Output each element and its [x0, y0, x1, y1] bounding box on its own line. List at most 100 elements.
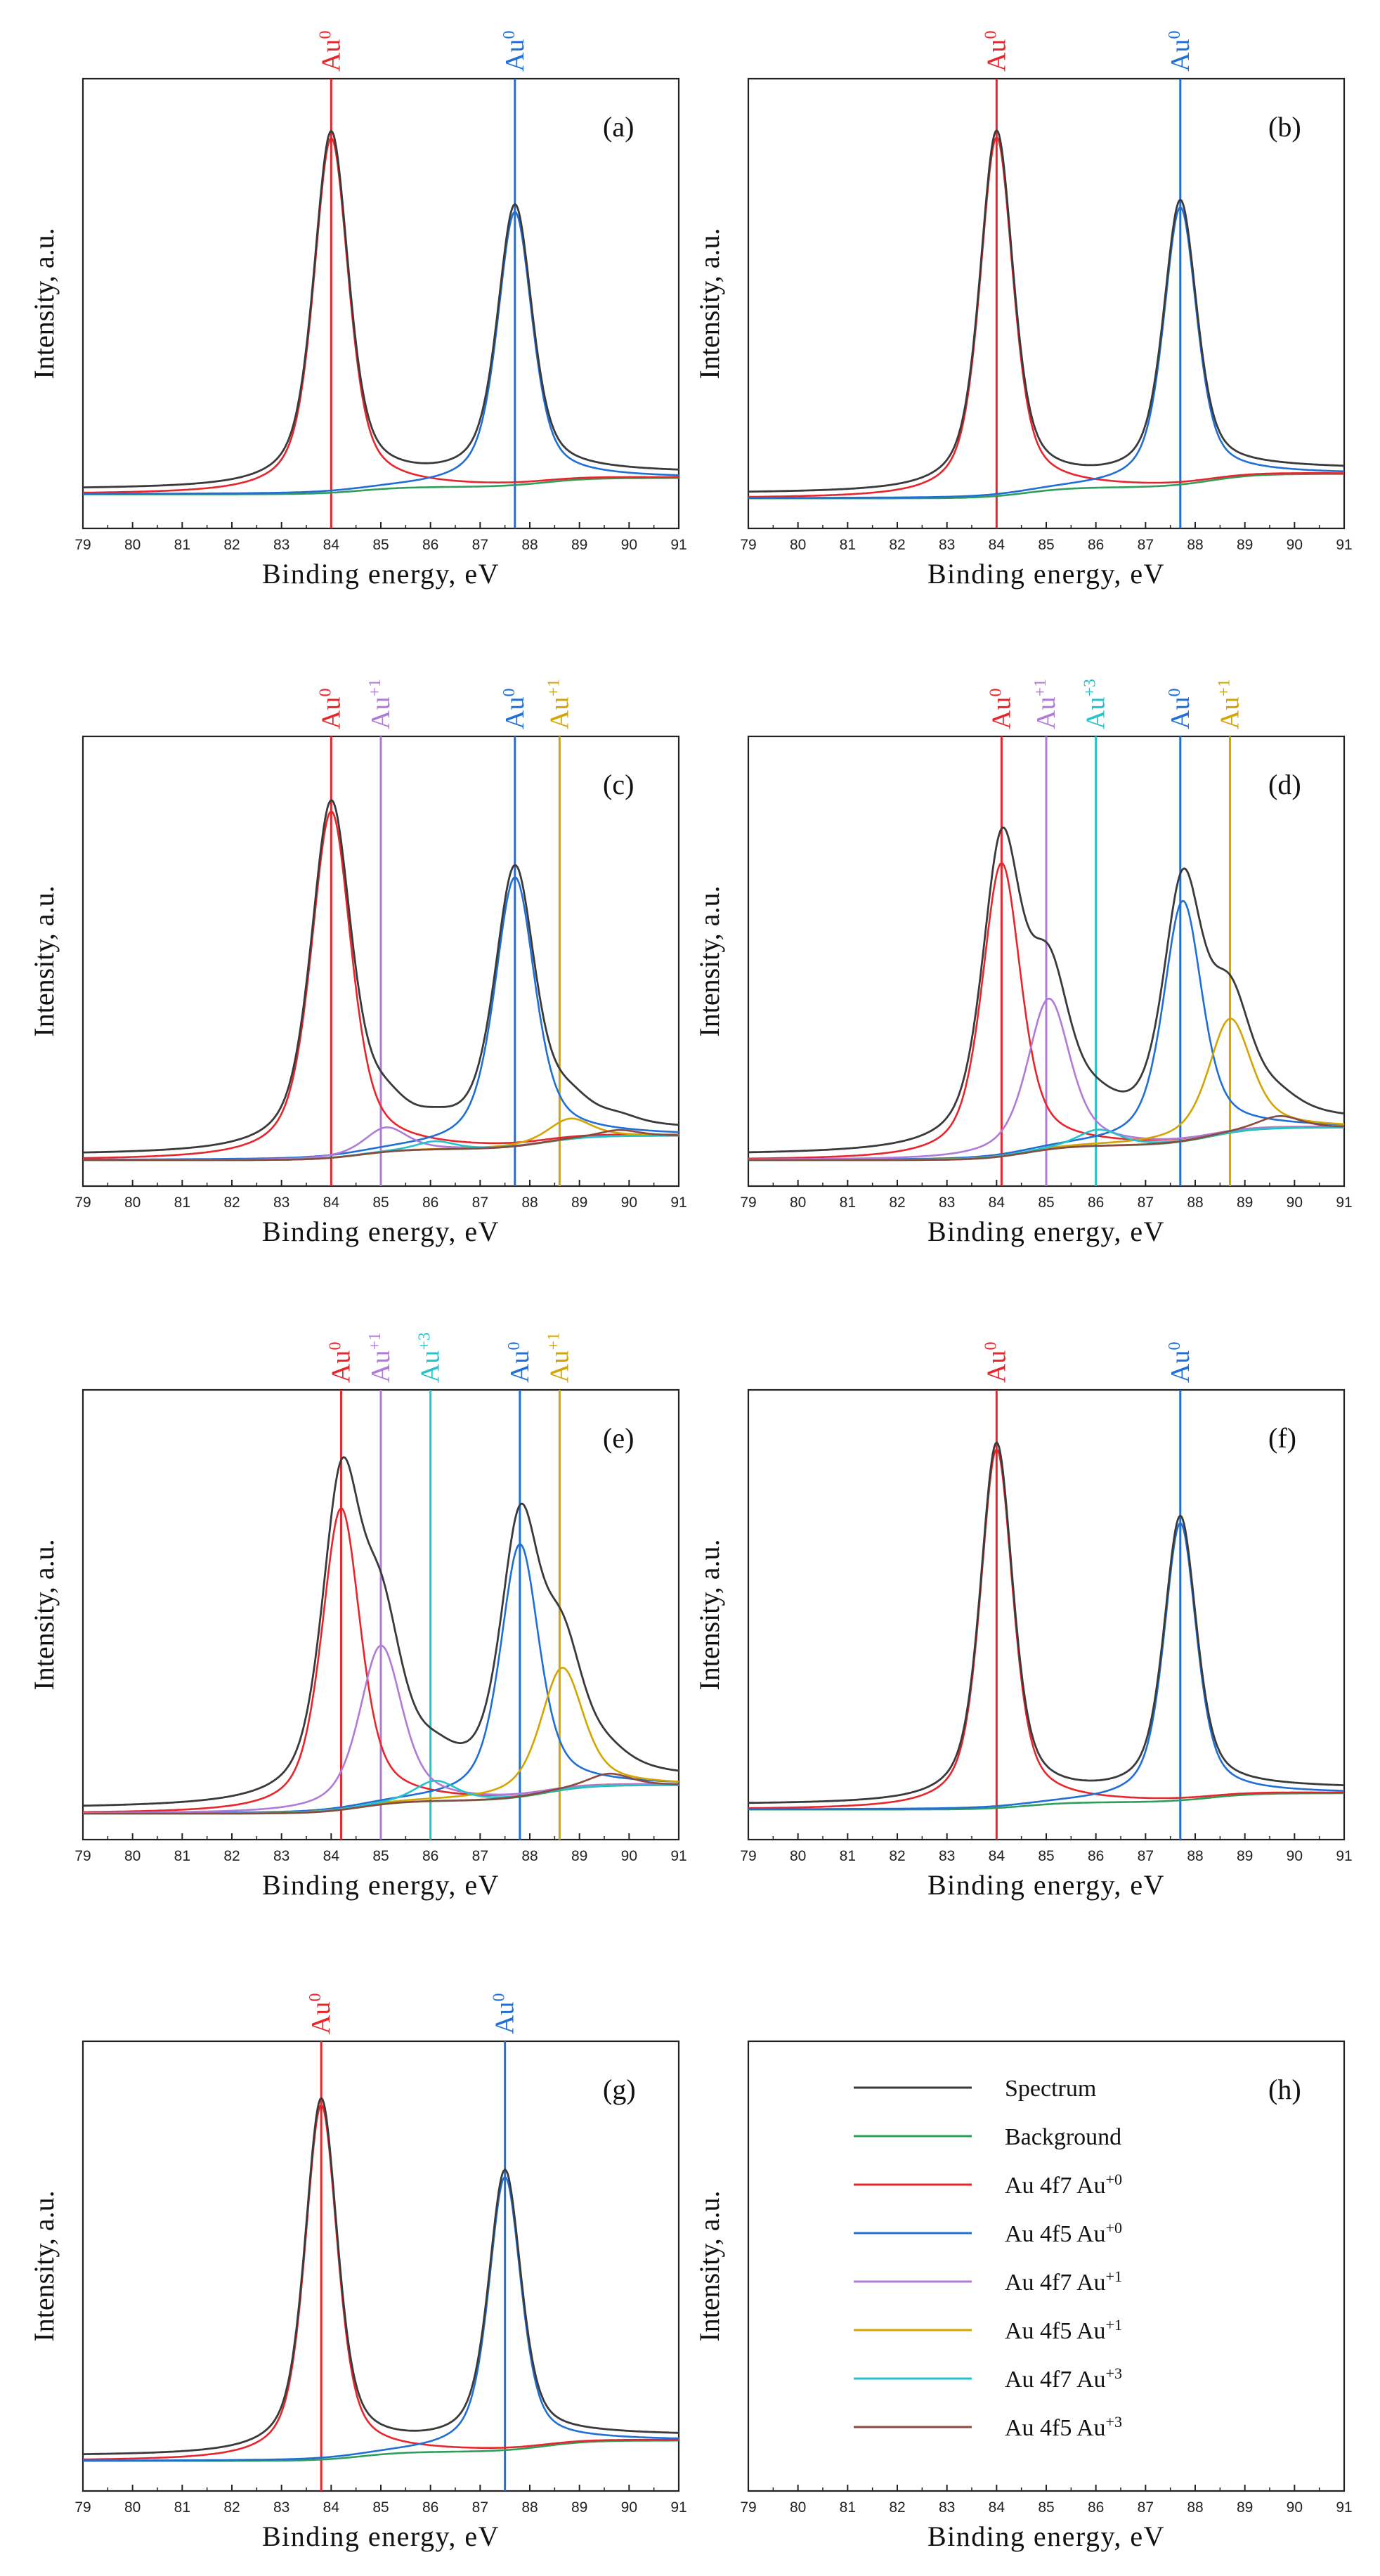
marker-label: Au0: [500, 31, 530, 72]
marker-label: Au0: [490, 1993, 520, 2034]
peak-au-4f5-aup0: [83, 211, 679, 495]
y-axis-label: Intensity, a.u.: [694, 2190, 725, 2341]
x-tick-label: 79: [740, 2499, 756, 2516]
marker-label: Au+3: [1081, 679, 1111, 729]
x-tick-label: 87: [1138, 1848, 1154, 1864]
panel-b: 79 80 81 82 83 84 85 86 87 88 89 90 91 Binding energy…: [694, 31, 1353, 590]
x-tick-label: 90: [1287, 2499, 1303, 2516]
peak-au-4f5-aup3: [83, 1128, 679, 1162]
peak-au-4f5-aup3: [748, 1115, 1345, 1162]
plot-frame-f: [747, 1388, 1346, 1841]
marker-label: Au0: [982, 31, 1011, 72]
x-tick-label: 91: [1336, 1195, 1352, 1211]
x-tick-label: 84: [323, 537, 340, 553]
x-tick-label: 88: [521, 1195, 538, 1211]
x-axis-label: Binding energy, eV: [927, 558, 1165, 590]
panel-d: 79 80 81 82 83 84 85 86 87 88 89 90 91 Binding energy…: [694, 679, 1353, 1247]
x-tick-label: 88: [1187, 1195, 1203, 1211]
legend-label: Au 4f7 Au+3: [1005, 2364, 1122, 2393]
x-tick-label: 81: [840, 2499, 856, 2516]
spectrum-curve: [82, 1456, 679, 1807]
x-tick-label: 82: [223, 1848, 240, 1864]
spectrum-curve: [83, 2097, 679, 2456]
marker-label: Au0: [316, 31, 346, 72]
x-tick-label: 80: [790, 2499, 806, 2516]
x-tick-label: 81: [174, 2499, 190, 2516]
x-tick-label: 88: [521, 537, 538, 553]
x-tick-label: 83: [939, 1195, 955, 1211]
x-tick-label: 82: [889, 1848, 905, 1864]
y-axis-label: Intensity, a.u.: [28, 2190, 60, 2341]
x-tick-label: 86: [1088, 1195, 1104, 1211]
x-tick-label: 82: [223, 537, 240, 553]
y-axis-label: Intensity, a.u.: [28, 228, 60, 379]
x-tick-label: 85: [372, 537, 389, 553]
peak-au-4f7-aup0: [748, 1448, 1344, 1809]
x-tick-label: 84: [989, 2499, 1005, 2516]
x-tick-label: 85: [372, 1195, 389, 1211]
x-tick-label: 84: [989, 537, 1005, 553]
legend-label: Au 4f7 Au+0: [1005, 2171, 1122, 2199]
peak-au-4f7-aup0: [748, 136, 1344, 498]
spectrum-curve: [83, 129, 679, 488]
x-axis-label: Binding energy, eV: [262, 1216, 500, 1247]
peak-au-4f7-aup1: [83, 1644, 679, 1814]
y-axis-label: Intensity, a.u.: [694, 885, 725, 1036]
peak-au-4f5-aup0: [748, 1522, 1345, 1810]
x-tick-label: 89: [571, 537, 587, 553]
x-tick-label: 80: [790, 1848, 806, 1864]
x-tick-label: 90: [621, 537, 637, 553]
panel-label: (a): [603, 111, 634, 143]
panel-label: (d): [1268, 769, 1301, 800]
x-tick-label: 79: [740, 1848, 756, 1864]
x-tick-label: 86: [422, 537, 438, 553]
x-tick-label: 81: [840, 1195, 856, 1211]
x-tick-label: 88: [521, 2499, 538, 2516]
x-tick-label: 80: [790, 537, 806, 553]
x-tick-label: 90: [1287, 1848, 1303, 1864]
marker-label: Au0: [505, 1342, 535, 1383]
x-tick-label: 89: [571, 1848, 587, 1864]
y-axis-label: Intensity, a.u.: [28, 1539, 60, 1690]
x-tick-label: 79: [740, 1195, 756, 1211]
x-tick-label: 80: [790, 1195, 806, 1211]
x-tick-label: 83: [939, 2499, 955, 2516]
panel-label: (b): [1268, 111, 1301, 143]
x-tick-label: 85: [1038, 537, 1054, 553]
x-tick-label: 86: [422, 2499, 438, 2516]
x-tick-label: 85: [1038, 1195, 1054, 1211]
panel-a: 79 80 81 82 83 84 85 86 87 88 89 90 91 Binding energy…: [28, 31, 687, 590]
peak-au-4f7-aup0: [83, 2103, 679, 2461]
x-tick-label: 89: [1237, 1848, 1253, 1864]
x-tick-label: 90: [621, 1195, 637, 1211]
legend-label: Background: [1005, 2124, 1121, 2150]
x-tick-label: 86: [1088, 2499, 1104, 2516]
x-tick-label: 86: [1088, 1848, 1104, 1864]
legend-label: Au 4f5 Au+3: [1005, 2413, 1122, 2442]
x-tick-label: 80: [124, 537, 141, 553]
x-tick-label: 83: [273, 1195, 289, 1211]
x-tick-label: 83: [273, 2499, 289, 2516]
x-tick-label: 86: [422, 1195, 438, 1211]
x-tick-label: 84: [323, 2499, 340, 2516]
legend-label: Spectrum: [1005, 2076, 1096, 2102]
x-tick-label: 81: [840, 537, 856, 553]
x-tick-label: 88: [1187, 1848, 1203, 1864]
y-axis-label: Intensity, a.u.: [28, 885, 60, 1036]
peak-au-4f5-aup3: [83, 1772, 679, 1815]
panel-label: (c): [603, 769, 634, 800]
x-tick-label: 90: [1287, 537, 1303, 553]
x-tick-label: 80: [124, 1195, 141, 1211]
plot-frame-b: [747, 77, 1346, 530]
x-tick-label: 86: [1088, 537, 1104, 553]
x-axis-label: Binding energy, eV: [927, 2520, 1165, 2552]
panel-c: 79 80 81 82 83 84 85 86 87 88 89 90 91 Binding energy…: [28, 679, 687, 1247]
x-tick-label: 91: [1336, 1848, 1352, 1864]
x-tick-label: 80: [124, 2499, 141, 2516]
marker-label: Au+1: [366, 679, 396, 729]
marker-label: Au0: [306, 1993, 336, 2034]
y-axis-label: Intensity, a.u.: [694, 1539, 725, 1690]
legend-label: Au 4f7 Au+1: [1005, 2268, 1122, 2296]
x-tick-label: 89: [571, 1195, 587, 1211]
